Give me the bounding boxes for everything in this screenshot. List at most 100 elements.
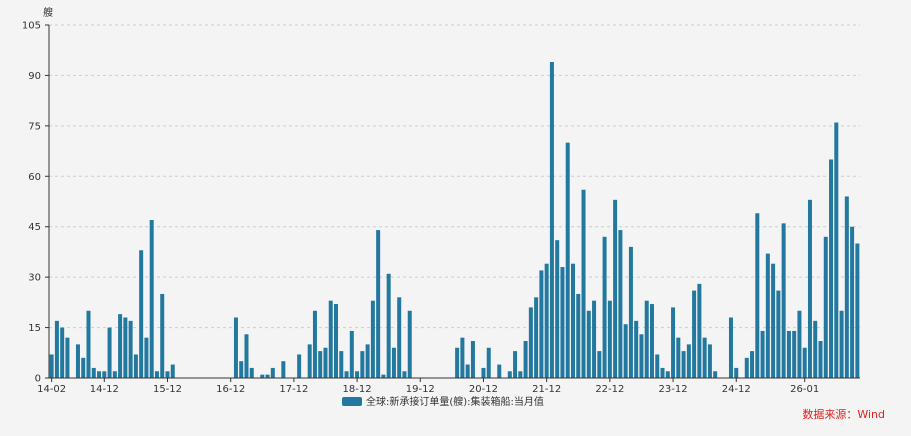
bar xyxy=(391,347,396,378)
bars xyxy=(49,61,860,378)
bar xyxy=(244,334,249,378)
bar xyxy=(660,367,665,378)
bar xyxy=(618,230,623,378)
bar xyxy=(850,226,855,378)
gridlines xyxy=(49,24,860,329)
bar xyxy=(397,297,402,378)
bar xyxy=(855,243,860,378)
x-tick-label: 23-12 xyxy=(659,384,688,395)
bar xyxy=(149,219,154,378)
bar xyxy=(249,367,254,378)
bar xyxy=(402,371,407,378)
bar xyxy=(834,122,839,378)
bar xyxy=(528,307,533,378)
bar xyxy=(407,310,412,378)
bar xyxy=(686,344,691,378)
bar xyxy=(365,344,370,378)
bar xyxy=(697,283,702,378)
y-tick-label: 15 xyxy=(28,323,41,334)
bar xyxy=(818,341,823,378)
y-axis-unit-label: 艘 xyxy=(43,6,53,19)
bar xyxy=(639,334,644,378)
bar xyxy=(281,361,286,378)
bar xyxy=(128,320,133,378)
bar xyxy=(307,344,312,378)
bar xyxy=(792,330,797,378)
x-tick-label: 22-12 xyxy=(595,384,624,395)
bar xyxy=(233,317,238,378)
bar xyxy=(381,374,386,378)
bar xyxy=(486,347,491,378)
bar xyxy=(133,354,138,378)
x-tick-label: 21-12 xyxy=(532,384,561,395)
bar xyxy=(671,307,676,378)
y-tick-label: 105 xyxy=(22,21,41,32)
bar xyxy=(702,337,707,378)
bar xyxy=(713,371,718,378)
bar xyxy=(728,317,733,378)
x-tick-label: 17-12 xyxy=(279,384,308,395)
bar xyxy=(123,317,128,378)
bar xyxy=(549,61,554,378)
bar xyxy=(734,367,739,378)
bar xyxy=(65,337,70,378)
bar xyxy=(297,354,302,378)
x-tick-label: 18-12 xyxy=(343,384,372,395)
y-tick-label: 60 xyxy=(28,172,41,183)
bar xyxy=(455,347,460,378)
bar xyxy=(586,310,591,378)
bar xyxy=(655,354,660,378)
bar xyxy=(750,351,755,378)
bar xyxy=(823,236,828,378)
y-tick-label: 90 xyxy=(28,71,41,82)
y-tick-label: 30 xyxy=(28,273,41,284)
bar xyxy=(649,304,654,378)
y-tick-label: 45 xyxy=(28,222,41,233)
bar xyxy=(312,310,317,378)
bar xyxy=(644,300,649,378)
bar xyxy=(355,371,360,378)
bar xyxy=(376,230,381,378)
bar xyxy=(339,351,344,378)
bar xyxy=(349,330,354,378)
bar xyxy=(602,236,607,378)
x-tick-label: 14-02 xyxy=(37,384,66,395)
legend[interactable]: 全球:新承接订单量(艘):集装箱船:当月值 xyxy=(342,395,544,408)
bar xyxy=(102,371,107,378)
bar xyxy=(839,310,844,378)
bar xyxy=(776,290,781,378)
bar xyxy=(460,337,465,378)
bar xyxy=(555,240,560,378)
bar xyxy=(154,371,159,378)
legend-label: 全球:新承接订单量(艘):集装箱船:当月值 xyxy=(366,395,544,408)
bar xyxy=(465,364,470,378)
bar xyxy=(813,320,818,378)
bar xyxy=(534,297,539,378)
x-tick-label: 20-12 xyxy=(469,384,498,395)
bar xyxy=(239,361,244,378)
bar xyxy=(802,347,807,378)
x-tick-label: 19-12 xyxy=(406,384,435,395)
x-tick-label: 24-12 xyxy=(722,384,751,395)
bar xyxy=(771,263,776,378)
bar xyxy=(786,330,791,378)
bar xyxy=(49,354,54,378)
bar xyxy=(144,337,149,378)
bar xyxy=(497,364,502,378)
bar xyxy=(60,327,65,378)
bar xyxy=(323,347,328,378)
bar xyxy=(628,246,633,378)
bar xyxy=(165,371,170,378)
bar xyxy=(513,351,518,378)
bar xyxy=(518,371,523,378)
bar xyxy=(75,344,80,378)
bar xyxy=(91,367,96,378)
bar xyxy=(707,344,712,378)
bar xyxy=(97,371,102,378)
bar xyxy=(692,290,697,378)
bar xyxy=(807,199,812,378)
bar xyxy=(544,263,549,378)
bar xyxy=(523,341,528,378)
bar xyxy=(139,250,144,378)
